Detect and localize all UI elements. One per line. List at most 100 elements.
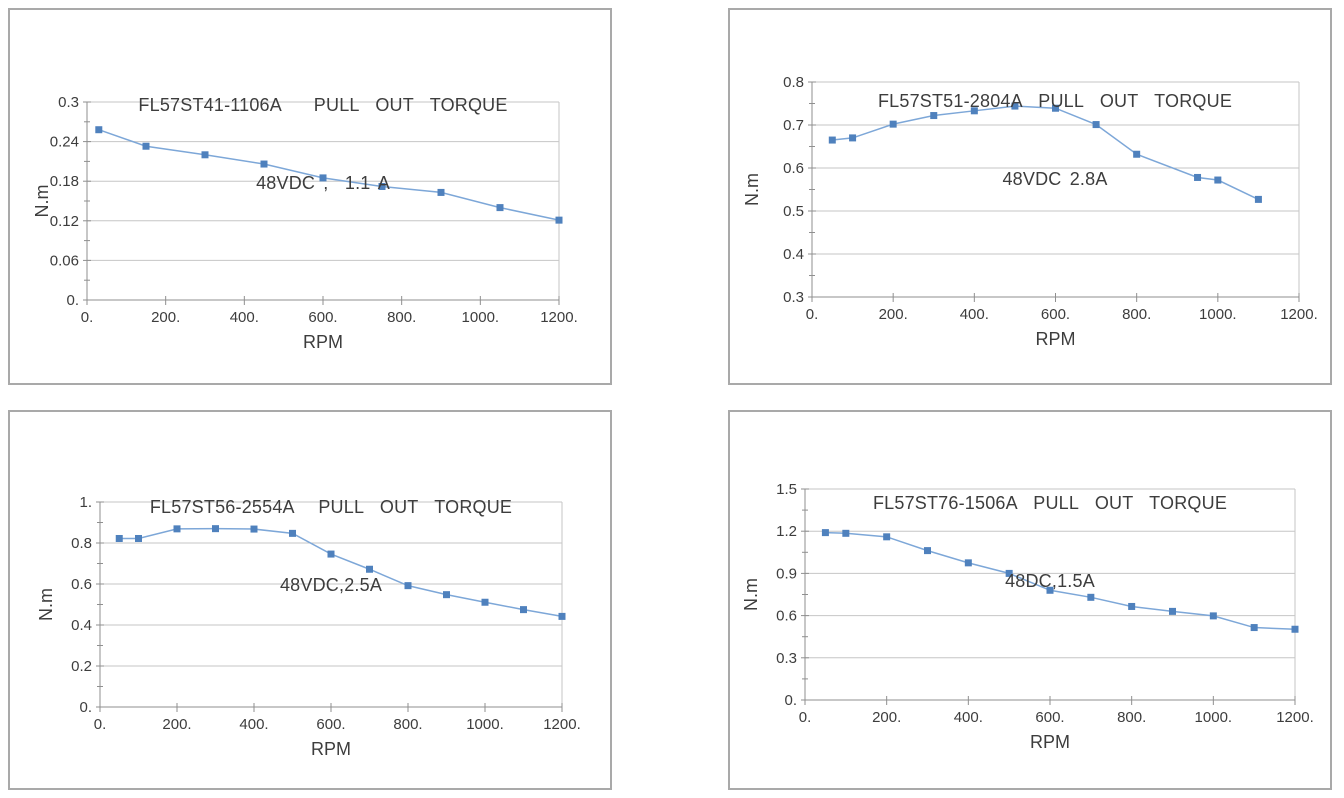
torque-data-marker — [1092, 121, 1100, 129]
chart-fl57st51-2804a-pull-out-torque: 0.3 0.4 0.5 0.6 0.7 0.8 0. 200. 400. 600. 800. 1000… — [742, 74, 1318, 349]
torque-data-marker — [889, 120, 897, 128]
torque-data-marker — [964, 559, 972, 567]
y-axis-title: N.m — [32, 185, 52, 218]
torque-data-marker — [496, 204, 504, 212]
x-tick-label: 200. — [872, 709, 901, 726]
x-tick-label: 1000. — [466, 716, 504, 733]
y-tick-label: 1.5 — [776, 481, 797, 498]
x-tick-label: 400. — [230, 309, 259, 326]
torque-data-marker — [1052, 104, 1059, 112]
torque-data-marker — [319, 174, 327, 182]
y-tick-label: 0.8 — [783, 74, 804, 91]
x-tick-label: 600. — [308, 309, 337, 326]
x-axis-title: RPM — [311, 739, 351, 759]
torque-curve-line — [825, 531, 1296, 630]
x-tick-label: 0. — [94, 716, 107, 733]
torque-data-marker — [1214, 176, 1222, 184]
torque-data-marker — [924, 547, 931, 555]
x-tick-label: 200. — [879, 306, 908, 323]
torque-data-marker — [1250, 624, 1258, 632]
x-tick-label: 600. — [316, 716, 345, 733]
torque-data-marker — [558, 612, 566, 620]
torque-data-marker — [849, 134, 857, 142]
x-tick-label: 600. — [1035, 709, 1064, 726]
chart-fl57st56-2554a-pull-out-torque: 0. 0.2 0.4 0.6 0.8 1. 0. 200. 400. 600. 800. 1000. 1… — [36, 494, 581, 759]
x-tick-label: 0. — [806, 306, 819, 323]
torque-data-marker — [173, 525, 181, 533]
y-tick-label: 1. — [79, 494, 92, 511]
x-axis-title: RPM — [1036, 329, 1076, 349]
x-tick-label: 0. — [799, 709, 812, 726]
torque-data-marker — [1128, 602, 1136, 610]
y-tick-label: 0.6 — [783, 160, 804, 177]
y-tick-label: 0.9 — [776, 565, 797, 582]
torque-data-marker — [135, 534, 142, 542]
chart-panel-fl57st41-1106a: 0. 0.06 0.12 0.18 0.24 0.3 0. 200. 400. 600. 800. 1… — [8, 8, 612, 385]
x-axis-title: RPM — [1030, 732, 1070, 752]
torque-data-marker — [95, 126, 103, 134]
y-tick-label: 0.4 — [71, 617, 92, 634]
torque-data-marker — [201, 151, 209, 159]
torque-data-marker — [828, 136, 836, 144]
y-tick-label: 0. — [66, 292, 79, 309]
x-tick-label: 1200. — [1276, 709, 1314, 726]
torque-data-marker — [970, 107, 978, 115]
chart-panel-fl57st56-2554a: 0. 0.2 0.4 0.6 0.8 1. 0. 200. 400. 600. 800. 1000. 1… — [8, 410, 612, 790]
torque-data-marker — [1046, 586, 1054, 594]
y-tick-label: 0.6 — [71, 576, 92, 593]
y-tick-label: 0. — [79, 699, 92, 716]
y-tick-label: 1.2 — [776, 523, 797, 540]
torque-data-marker — [1087, 593, 1095, 601]
torque-data-marker — [1254, 195, 1262, 203]
y-tick-label: 0.3 — [783, 289, 804, 306]
x-tick-label: 600. — [1041, 306, 1070, 323]
torque-data-marker — [250, 525, 258, 533]
torque-curve-line — [832, 105, 1259, 201]
y-tick-label: 0.6 — [776, 608, 797, 625]
torque-data-marker — [443, 591, 450, 599]
y-tick-label: 0.06 — [50, 252, 79, 269]
torque-data-marker — [115, 534, 123, 542]
x-tick-label: 1000. — [1195, 709, 1233, 726]
x-tick-label: 800. — [1117, 709, 1146, 726]
x-tick-label: 400. — [954, 709, 983, 726]
torque-data-marker — [404, 582, 412, 590]
y-tick-label: 0.18 — [50, 173, 79, 190]
y-tick-label: 0.5 — [783, 203, 804, 220]
torque-data-marker — [1291, 625, 1299, 633]
x-tick-label: 1200. — [543, 716, 581, 733]
torque-data-marker — [555, 216, 563, 224]
x-axis-title: RPM — [303, 332, 343, 352]
torque-data-marker — [437, 188, 445, 196]
x-tick-label: 200. — [162, 716, 191, 733]
torque-data-marker — [260, 160, 268, 168]
y-axis-title: N.m — [742, 173, 762, 206]
torque-data-marker — [1209, 612, 1217, 620]
torque-data-marker — [520, 606, 527, 614]
x-tick-label: 400. — [960, 306, 989, 323]
x-tick-label: 800. — [1122, 306, 1151, 323]
chart-panel-fl57st51-2804a: 0.3 0.4 0.5 0.6 0.7 0.8 0. 200. 400. 600. 800. 1000… — [728, 8, 1332, 385]
torque-data-marker — [842, 529, 850, 537]
torque-data-marker — [142, 142, 150, 150]
torque-data-marker — [289, 529, 296, 537]
y-tick-label: 0.3 — [776, 650, 797, 667]
chart-fl57st76-1506a-pull-out-torque: 0. 0.3 0.6 0.9 1.2 1.5 0. 200. 400. 600. 800. 1000.… — [741, 481, 1314, 752]
torque-data-marker — [930, 112, 938, 120]
torque-data-marker — [378, 182, 386, 190]
y-tick-label: 0.24 — [50, 134, 79, 151]
y-tick-label: 0.4 — [783, 246, 804, 263]
y-tick-label: 0.12 — [50, 213, 79, 230]
x-tick-label: 800. — [387, 309, 416, 326]
torque-data-marker — [366, 565, 373, 573]
torque-curve-line — [119, 527, 563, 618]
y-tick-label: 0.8 — [71, 535, 92, 552]
x-tick-label: 1000. — [462, 309, 500, 326]
x-tick-label: 800. — [393, 716, 422, 733]
torque-data-marker — [883, 533, 891, 541]
x-tick-label: 0. — [81, 309, 94, 326]
torque-data-marker — [481, 598, 489, 606]
x-tick-label: 1200. — [1280, 306, 1318, 323]
x-tick-label: 1200. — [540, 309, 578, 326]
